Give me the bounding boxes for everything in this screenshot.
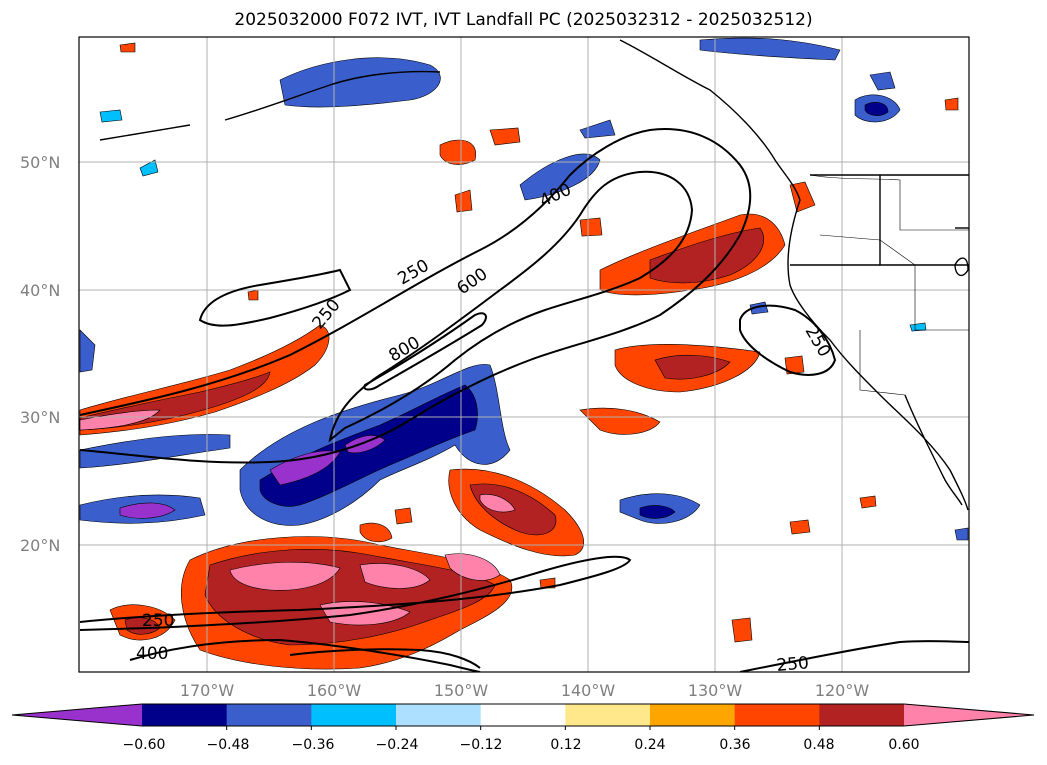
contour-label: 400 — [136, 644, 168, 664]
lat-label: 50°N — [20, 153, 61, 172]
colorbar-outline — [11, 703, 1035, 727]
contour-label: 250 — [142, 611, 174, 631]
colorbar-extend-high — [904, 704, 1034, 726]
negative-ivt-shading — [79, 37, 969, 541]
colorbar-segment — [142, 704, 228, 726]
colorbar-segment — [396, 704, 482, 726]
colorbar-segment — [480, 704, 566, 726]
lat-label: 30°N — [20, 408, 61, 427]
colorbar-tick-label: −0.12 — [459, 737, 503, 753]
colorbar-segment — [650, 704, 736, 726]
colorbar-segment — [311, 704, 397, 726]
colorbar-tick-label: −0.24 — [375, 737, 419, 753]
colorbar-tick-label: −0.60 — [122, 737, 166, 753]
figure-title: 2025032000 F072 IVT, IVT Landfall PC (20… — [234, 10, 813, 30]
colorbar-tick-label: −0.48 — [206, 737, 250, 753]
colorbar-tick-label: 0.60 — [888, 737, 920, 753]
colorbar-tick-label: 0.36 — [719, 737, 751, 753]
contour-label: 250 — [776, 653, 810, 676]
lon-label: 140°W — [560, 681, 616, 700]
lat-label: 20°N — [20, 536, 61, 555]
ivt-contours — [79, 128, 969, 672]
colorbar-tick-label: 0.24 — [634, 737, 666, 753]
colorbar-tick-label: 0.12 — [550, 737, 582, 753]
colorbar-segment — [565, 704, 651, 726]
lon-label: 120°W — [814, 681, 870, 700]
lon-label: 150°W — [433, 681, 489, 700]
colorbar-segment — [734, 704, 820, 726]
lon-label: 130°W — [687, 681, 743, 700]
coastlines — [99, 39, 969, 511]
lon-label: 160°W — [306, 681, 362, 700]
state-borders — [809, 174, 969, 396]
colorbar — [11, 703, 1035, 730]
positive-ivt-shading — [79, 42, 959, 670]
colorbar-tick-label: −0.36 — [291, 737, 335, 753]
colorbar-tick-label: 0.48 — [803, 737, 835, 753]
colorbar-segment — [819, 704, 905, 726]
lat-label: 40°N — [20, 281, 61, 300]
colorbar-extend-low — [12, 704, 142, 726]
colorbar-segment — [226, 704, 312, 726]
map-plot-area: 400 250 600 250 800 250 250 400 250 — [79, 37, 969, 676]
map-frame — [78, 36, 970, 673]
lon-label: 170°W — [179, 681, 235, 700]
